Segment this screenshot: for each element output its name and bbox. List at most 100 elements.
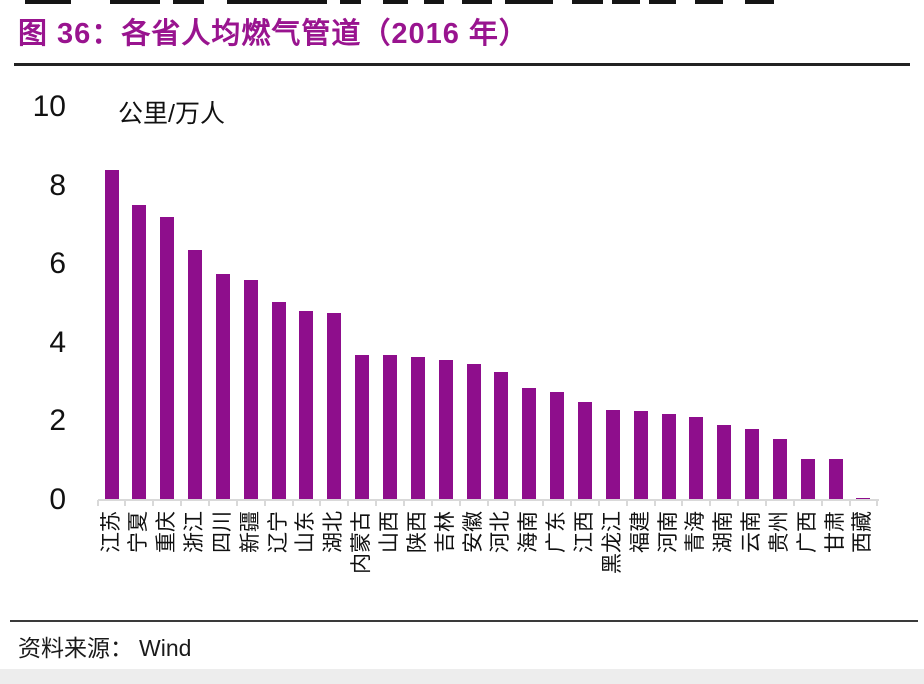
bar [188,250,203,500]
x-axis-label: 湖南 [712,511,736,553]
x-axis-label: 河南 [656,511,680,553]
x-axis-label: 宁夏 [127,511,151,553]
x-axis-tick [319,500,322,506]
bar [299,311,314,500]
bar [271,301,286,500]
x-axis-tick [876,500,879,506]
x-axis-tick [792,500,795,506]
source-label: 资料来源： [18,636,133,661]
x-axis-tick [430,500,433,506]
y-axis-tick-label: 0 [49,483,66,516]
x-axis-label: 黑龙江 [600,511,624,574]
figure-title: 图 36：各省人均燃气管道（2016 年） [18,18,529,50]
x-axis-tick [235,500,238,506]
x-axis-label: 广东 [545,511,569,553]
bar [577,401,592,500]
x-axis-tick [124,500,127,506]
x-axis-tick [625,500,628,506]
x-axis-tick [597,500,600,506]
bar [438,360,453,500]
x-axis-label: 吉林 [433,511,457,553]
x-axis-label: 河北 [489,511,513,553]
x-axis-tick [737,500,740,506]
clipped-text-artifact [0,0,924,5]
x-axis-label: 四川 [210,511,234,553]
x-axis-label: 湖北 [322,511,346,553]
y-axis-unit-label: 公里/万人 [118,100,225,128]
bar [104,169,119,500]
bar [410,356,425,500]
bar [494,372,509,500]
bar [243,279,258,500]
bar [661,413,676,500]
x-axis-label: 广西 [795,511,819,553]
x-axis-label: 甘肃 [823,511,847,553]
x-axis-label: 江西 [572,511,596,553]
x-axis-tick [765,500,767,506]
x-axis-tick [653,500,656,506]
x-axis-label: 内蒙古 [350,511,374,574]
bar [633,410,648,500]
y-axis-tick-label: 6 [49,247,66,281]
x-axis-tick [263,500,266,506]
x-axis-tick [96,500,99,506]
x-axis-label: 海南 [517,511,541,553]
x-axis-label: 西藏 [851,511,875,553]
x-axis-tick [570,500,573,506]
bar [215,274,230,500]
x-axis-label: 新疆 [238,511,262,553]
x-axis-tick [486,500,489,506]
bar [772,439,787,500]
x-axis-tick [347,500,350,506]
bar [355,354,370,500]
title-divider [14,63,910,66]
x-axis-tick [291,500,294,506]
x-axis-tick [681,500,684,506]
x-axis-tick [208,500,210,506]
bar [550,391,565,500]
source-value: Wind [139,635,192,661]
x-axis-label: 辽宁 [266,511,290,553]
x-axis-tick [542,500,545,506]
bar [160,217,175,500]
bar [828,458,843,500]
x-axis-label: 浙江 [183,511,207,553]
bar [800,458,815,500]
y-axis-tick-label: 2 [49,404,66,438]
bar [745,429,760,500]
y-axis-tick-label: 4 [49,325,66,359]
x-axis-tick [848,500,851,506]
x-axis-tick [402,500,405,506]
x-axis-label: 山西 [378,511,401,553]
x-axis-tick [180,500,183,506]
x-axis-label: 青海 [684,511,708,553]
y-axis-tick-label: 8 [49,168,66,202]
bar [522,387,537,500]
bar [689,417,704,500]
y-axis-tick-label: 10 [32,90,66,123]
x-axis-tick [152,500,155,506]
x-axis-label: 云南 [740,511,764,553]
bar [383,354,397,500]
bar [605,409,620,500]
x-axis-label: 贵州 [767,511,791,553]
bar [717,425,732,500]
x-axis-tick [458,500,461,506]
x-axis-tick [375,500,378,506]
x-axis-label: 安徽 [461,511,485,553]
x-axis-label: 重庆 [155,511,179,553]
x-axis-label: 陕西 [405,511,429,553]
source-line: 资料来源： Wind [18,629,191,663]
x-axis-tick [820,500,823,506]
x-axis-label: 福建 [628,511,652,553]
footer-divider [10,620,918,622]
x-axis-label: 江苏 [99,511,123,553]
page-edge-strip [0,669,924,684]
x-axis-label: 山东 [294,511,318,553]
bar [466,364,481,500]
x-axis-tick [514,500,517,506]
bar [327,313,342,500]
x-axis-tick [709,500,712,506]
